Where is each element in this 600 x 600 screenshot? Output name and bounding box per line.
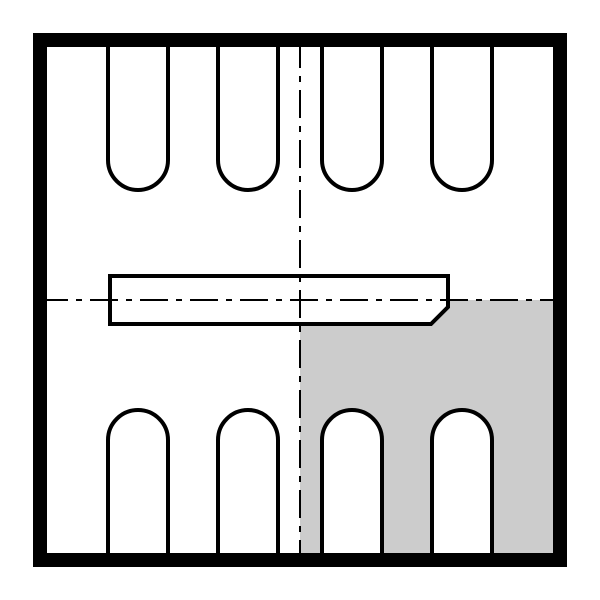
connector-diagram xyxy=(0,0,600,600)
slot-cutout-3 xyxy=(432,410,492,560)
slot-cutout-2 xyxy=(322,410,382,560)
